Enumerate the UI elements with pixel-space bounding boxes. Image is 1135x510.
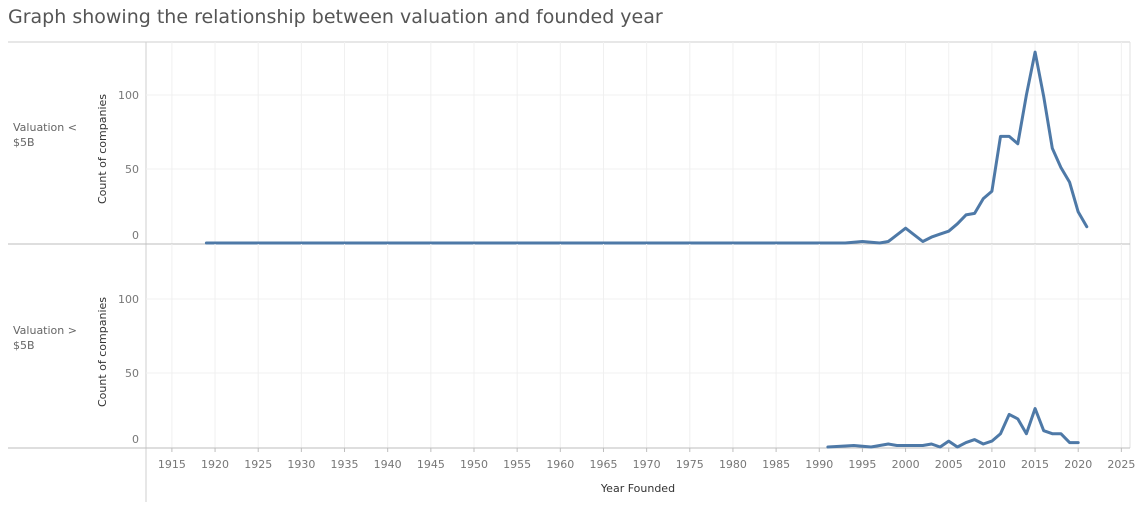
row-label-line: Valuation < <box>13 121 77 134</box>
series-line <box>826 407 1080 449</box>
y-tick-label: 0 <box>132 229 139 242</box>
x-tick-label: 1930 <box>287 458 315 471</box>
y-tick-label: 50 <box>125 163 139 176</box>
row-label-line: Valuation > <box>13 324 77 337</box>
x-tick-label: 1970 <box>633 458 661 471</box>
y-tick-label: 100 <box>118 293 139 306</box>
x-tick-label: 1960 <box>546 458 574 471</box>
chart-title: Graph showing the relationship between v… <box>8 6 663 28</box>
series-line <box>204 50 1089 245</box>
x-tick-label: 1950 <box>460 458 488 471</box>
x-tick-label: 1980 <box>719 458 747 471</box>
row-label-line: $5B <box>13 136 35 149</box>
y-tick-label: 50 <box>125 367 139 380</box>
x-tick-label: 1925 <box>244 458 272 471</box>
x-tick-label: 2025 <box>1107 458 1135 471</box>
row-label: Valuation < $5B <box>13 121 77 149</box>
y-axis-title: Count of companies <box>96 94 109 204</box>
x-tick-label: 2000 <box>892 458 920 471</box>
y-tick-label: 0 <box>132 433 139 446</box>
x-tick-label: 1920 <box>201 458 229 471</box>
x-tick-label: 1955 <box>503 458 531 471</box>
x-tick-label: 1995 <box>848 458 876 471</box>
y-axis-title: Count of companies <box>96 297 109 407</box>
y-tick-label: 100 <box>118 89 139 102</box>
x-tick-label: 1915 <box>158 458 186 471</box>
x-tick-label: 1975 <box>676 458 704 471</box>
x-tick-label: 2015 <box>1021 458 1049 471</box>
x-tick-label: 2010 <box>978 458 1006 471</box>
row-label-line: $5B <box>13 339 35 352</box>
row-label: Valuation > $5B <box>13 324 77 352</box>
x-tick-label: 1985 <box>762 458 790 471</box>
x-tick-label: 2020 <box>1064 458 1092 471</box>
x-tick-label: 2005 <box>935 458 963 471</box>
x-axis-title: Year Founded <box>600 482 675 495</box>
x-tick-label: 1940 <box>374 458 402 471</box>
x-tick-label: 1965 <box>589 458 617 471</box>
x-tick-label: 1945 <box>417 458 445 471</box>
x-tick-label: 1935 <box>331 458 359 471</box>
x-tick-label: 1990 <box>805 458 833 471</box>
